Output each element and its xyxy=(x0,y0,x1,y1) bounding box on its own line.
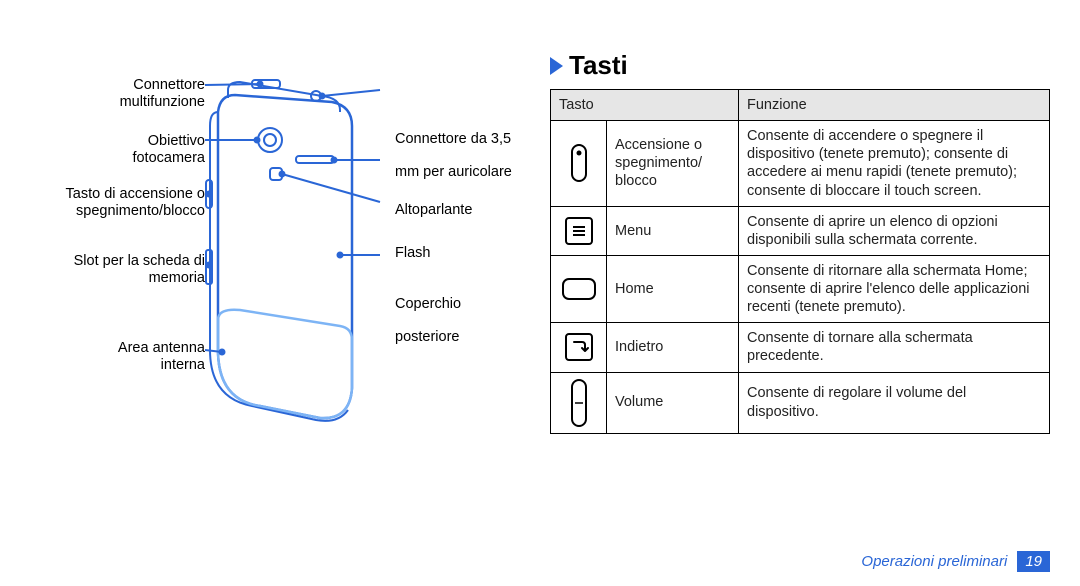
phone-svg xyxy=(0,0,540,586)
table-row: Volume Consente di regolare il volume de… xyxy=(551,372,1050,433)
key-desc: Consente di tornare alla schermata prece… xyxy=(739,323,1050,372)
volume-icon xyxy=(551,372,607,433)
footer-section: Operazioni preliminari xyxy=(861,553,1007,570)
heading-text: Tasti xyxy=(569,50,628,81)
key-desc: Consente di aprire un elenco di opzioni … xyxy=(739,206,1050,255)
key-desc: Consente di regolare il volume del dispo… xyxy=(739,372,1050,433)
section-heading: Tasti xyxy=(550,50,1050,81)
chevron-right-icon xyxy=(550,57,563,75)
page-footer: Operazioni preliminari 19 xyxy=(861,551,1050,572)
key-desc: Consente di ritornare alla schermata Hom… xyxy=(739,255,1050,322)
page-number: 19 xyxy=(1017,551,1050,572)
header-funzione: Funzione xyxy=(739,90,1050,121)
key-desc: Consente di accendere o spegnere il disp… xyxy=(739,121,1050,207)
key-name: Volume xyxy=(607,372,739,433)
phone-diagram: Connettoremultifunzione Obiettivofotocam… xyxy=(0,0,540,586)
